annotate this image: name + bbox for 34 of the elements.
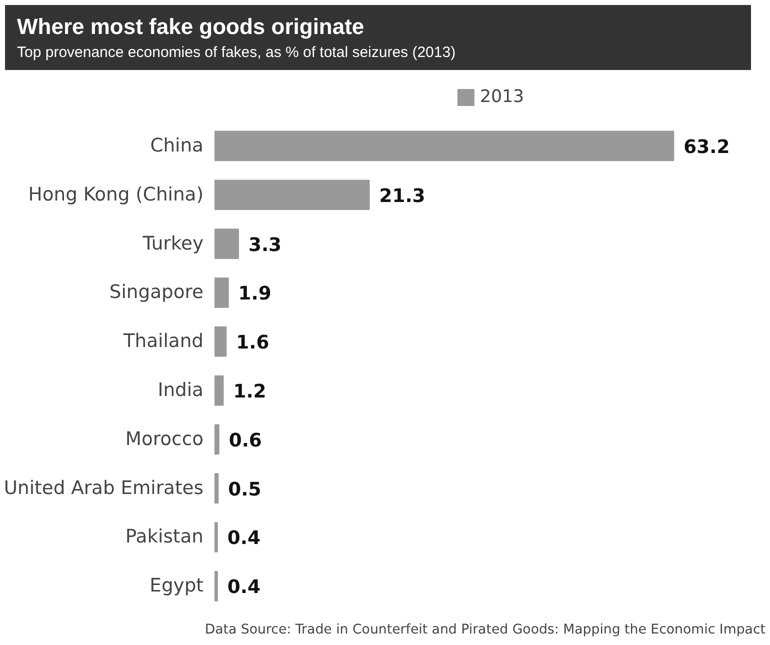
data-label: 3.3 (248, 234, 282, 256)
y-tick-label: Singapore (109, 282, 204, 304)
bar (214, 228, 239, 259)
data-label: 21.3 (379, 186, 426, 207)
data-label: 0.5 (228, 479, 262, 500)
bar (214, 180, 370, 210)
y-tick-label: Hong Kong (China) (28, 184, 204, 206)
y-tick-label: Egypt (150, 576, 204, 597)
legend-label: 2013 (480, 87, 524, 107)
data-label: 1.2 (233, 382, 266, 403)
data-label: 0.6 (228, 430, 262, 452)
bar (214, 522, 218, 552)
y-tick-label: Turkey (142, 233, 204, 254)
y-tick-label: China (150, 135, 204, 156)
bar (214, 278, 229, 308)
source-note: Data Source: Trade in Counterfeit and Pirated Goods: Mapping the Economic Impact (204, 622, 766, 638)
bar (214, 326, 227, 357)
bar (214, 424, 220, 455)
y-tick-label: Pakistan (125, 526, 204, 548)
data-label: 1.9 (238, 284, 272, 305)
chart-subtitle: Top provenance economies of fakes, as % of total seizures (2013) (17, 43, 457, 64)
data-label: 63.2 (684, 136, 730, 158)
y-tick-label: United Arab Emirates (4, 478, 204, 499)
y-tick-label: India (158, 380, 204, 402)
y-tick-label: Morocco (125, 428, 204, 450)
data-label: 0.4 (227, 577, 260, 598)
bar (214, 130, 674, 162)
bar (214, 473, 219, 504)
bar (214, 375, 224, 406)
data-label: 0.4 (227, 528, 260, 550)
bar (214, 570, 218, 602)
chart-title: Where most fake goods originate (17, 13, 366, 41)
y-tick-label: Thailand (122, 331, 204, 352)
data-label: 1.6 (236, 332, 270, 354)
